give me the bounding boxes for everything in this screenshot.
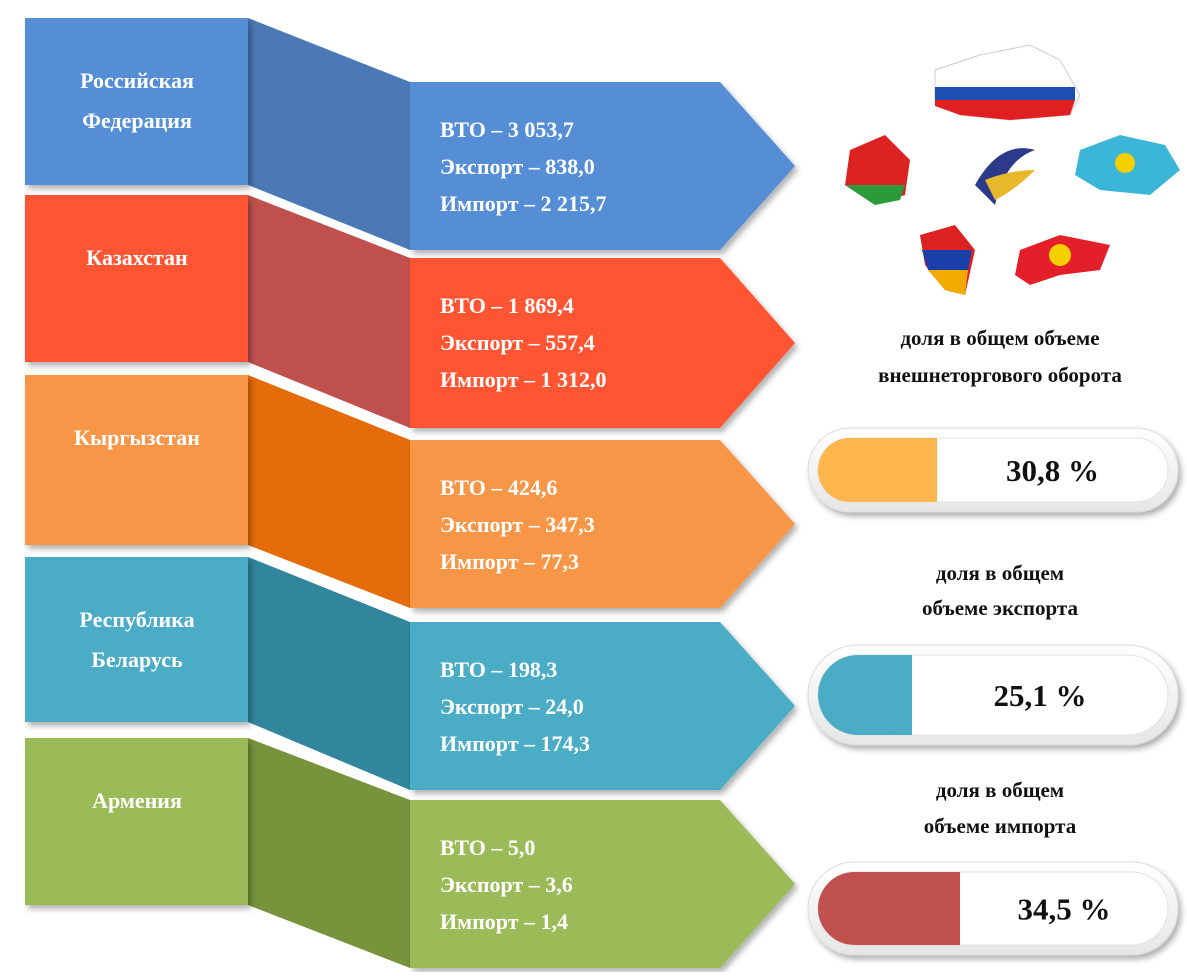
flag-russia-red — [935, 100, 1075, 120]
connector — [248, 738, 410, 968]
connector — [248, 557, 410, 790]
country-block — [25, 195, 248, 362]
trade-line: ВТО – 424,6 — [440, 475, 557, 500]
share-label: объеме импорта — [924, 814, 1077, 838]
trade-line: ВТО – 198,3 — [440, 657, 557, 682]
country-name: Республика — [79, 607, 194, 632]
share-label: доля в общем — [936, 778, 1064, 802]
arrow-block — [410, 440, 795, 608]
connector — [248, 18, 410, 250]
country-name: Федерация — [82, 108, 192, 133]
share-label: внешнеторгового оборота — [878, 363, 1122, 387]
trade-line: ВТО – 1 869,4 — [440, 293, 574, 318]
country-name: Казахстан — [86, 245, 188, 270]
connector — [248, 195, 410, 428]
country-name: Российская — [80, 68, 194, 93]
share-value: 30,8 % — [1006, 453, 1099, 488]
flag-belarus-green — [845, 185, 905, 205]
flag-kazakhstan-sun — [1115, 153, 1135, 173]
country-name: Армения — [92, 788, 182, 813]
flag-kyrgyzstan-sun — [1049, 244, 1071, 266]
trade-line: Импорт – 1,4 — [440, 909, 568, 934]
pill-fill — [818, 872, 960, 945]
pill-fill — [818, 438, 937, 502]
share-label: доля в общем объеме — [900, 326, 1099, 350]
flag-russia-blue — [935, 87, 1075, 100]
country-rows: Российская Федерация ВТО – 3 053,7 Экспорт … — [25, 18, 795, 968]
arrow-block — [410, 800, 795, 968]
flags — [845, 44, 1180, 295]
pill-fill — [818, 655, 912, 735]
arrow-block — [410, 258, 795, 428]
trade-line: Экспорт – 838,0 — [440, 154, 595, 179]
country-block — [25, 18, 248, 185]
share-value: 34,5 % — [1018, 892, 1111, 927]
shares: доля в общем объеме внешнеторгового оборо… — [807, 326, 1179, 956]
trade-line: ВТО – 5,0 — [440, 835, 535, 860]
trade-line: ВТО – 3 053,7 — [440, 117, 574, 142]
emblem-gold — [985, 170, 1035, 200]
trade-line: Импорт – 2 215,7 — [440, 191, 607, 216]
trade-line: Импорт – 77,3 — [440, 549, 579, 574]
arrow-block — [410, 622, 795, 790]
share-label: объеме экспорта — [922, 596, 1078, 620]
country-block — [25, 557, 248, 722]
trade-line: Экспорт – 24,0 — [440, 694, 584, 719]
country-block — [25, 375, 248, 545]
connector — [248, 375, 410, 608]
flag-armenia-blue — [922, 250, 972, 270]
flag-armenia-orange — [928, 270, 968, 295]
trade-line: Экспорт – 347,3 — [440, 512, 595, 537]
arrow-block — [410, 82, 795, 250]
trade-line: Импорт – 1 312,0 — [440, 367, 607, 392]
trade-line: Экспорт – 3,6 — [440, 872, 573, 897]
trade-line: Экспорт – 557,4 — [440, 330, 595, 355]
country-name: Кыргызстан — [74, 425, 200, 450]
share-value: 25,1 % — [994, 678, 1087, 713]
share-label: доля в общем — [936, 561, 1064, 585]
trade-line: Импорт – 174,3 — [440, 731, 590, 756]
country-block — [25, 738, 248, 905]
country-name: Беларусь — [91, 647, 183, 672]
